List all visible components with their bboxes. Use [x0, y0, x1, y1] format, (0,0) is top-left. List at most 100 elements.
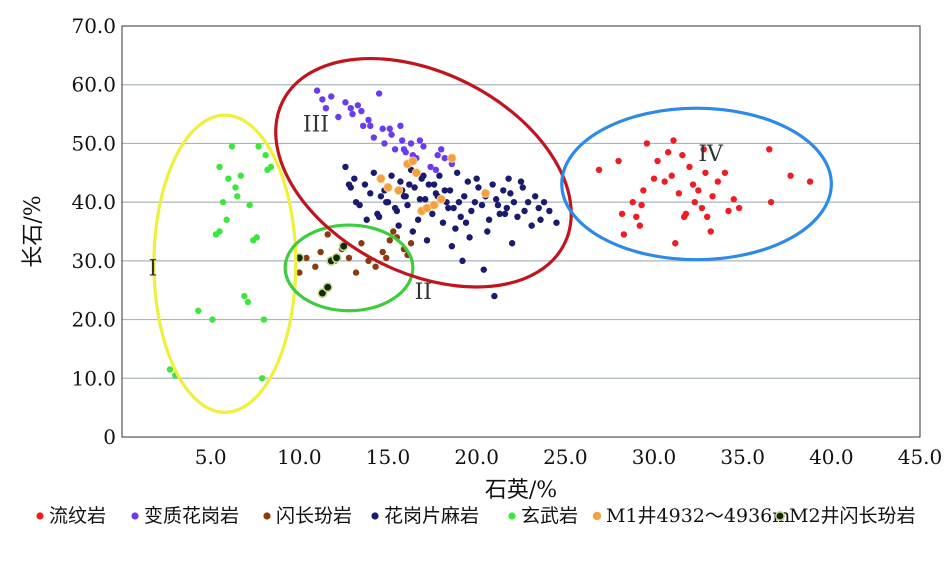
legend-label: M1井4932～4936m — [606, 505, 790, 527]
legend-marker — [36, 512, 44, 520]
y-tick-label: 50.0 — [71, 131, 116, 155]
data-point — [640, 187, 647, 194]
data-point — [436, 172, 443, 179]
grid-lines — [122, 84, 920, 379]
data-point — [531, 193, 539, 200]
data-point — [228, 143, 236, 150]
data-point — [383, 182, 393, 193]
legend-label: 流纹岩 — [49, 505, 106, 527]
data-point — [241, 292, 248, 300]
data-point — [633, 213, 640, 221]
data-point — [391, 204, 399, 212]
data-point — [237, 172, 245, 179]
data-point — [682, 210, 690, 218]
data-point — [317, 248, 324, 256]
data-point — [672, 240, 679, 247]
data-point — [370, 169, 378, 176]
data-point — [806, 178, 814, 185]
x-tick-label: 15.0 — [366, 445, 411, 469]
data-point — [496, 210, 503, 218]
data-point — [414, 216, 422, 223]
data-point — [524, 198, 532, 206]
data-point — [370, 134, 378, 141]
plot-frame — [121, 25, 921, 438]
x-tick-label: 20.0 — [454, 445, 499, 469]
data-point — [501, 210, 509, 218]
legend-label: 闪长玢岩 — [276, 505, 352, 527]
x-axis-title: 石英/% — [485, 478, 557, 503]
data-point — [510, 198, 518, 206]
data-point — [416, 137, 424, 144]
legend-label: 玄武岩 — [521, 505, 578, 527]
legend-marker — [508, 512, 516, 520]
data-point — [620, 231, 628, 238]
data-point — [691, 198, 698, 206]
data-point — [262, 151, 269, 159]
data-point — [296, 269, 303, 276]
data-point — [466, 234, 473, 241]
data-point — [427, 163, 434, 171]
data-point — [386, 125, 393, 132]
y-tick-label: 70.0 — [71, 14, 116, 38]
data-point — [445, 204, 452, 212]
data-point — [331, 252, 342, 263]
data-point — [528, 222, 535, 229]
data-point — [508, 240, 516, 247]
data-point — [244, 298, 252, 306]
data-point — [219, 198, 227, 206]
data-point — [388, 172, 395, 179]
data-point — [322, 105, 330, 112]
data-point — [407, 140, 415, 147]
data-point — [342, 99, 349, 106]
data-point — [480, 266, 487, 273]
data-point — [471, 198, 479, 206]
data-point — [420, 143, 427, 150]
data-point — [432, 166, 440, 174]
data-point — [668, 172, 675, 179]
data-point — [494, 201, 502, 209]
legend-marker — [131, 512, 139, 520]
data-point — [374, 210, 381, 218]
data-point — [503, 204, 511, 212]
legend-label: M2井闪长玢岩 — [789, 505, 916, 527]
y-tick-label: 40.0 — [71, 190, 116, 214]
data-point — [391, 146, 399, 153]
data-point — [535, 204, 542, 212]
data-point — [721, 169, 729, 176]
data-point — [475, 184, 482, 191]
data-point — [195, 307, 202, 314]
data-point — [358, 240, 365, 247]
data-point — [459, 257, 466, 265]
data-point — [363, 216, 370, 223]
data-point — [375, 90, 383, 97]
legend-marker — [774, 510, 785, 521]
data-point — [425, 181, 432, 188]
data-point — [473, 175, 480, 182]
data-point — [686, 163, 693, 171]
data-point — [730, 196, 737, 203]
y-tick-label: 30.0 — [71, 249, 116, 273]
x-tick-label: 45.0 — [898, 445, 943, 469]
data-point — [478, 201, 486, 209]
data-point — [675, 190, 683, 197]
data-point — [267, 163, 275, 171]
data-point — [521, 207, 528, 215]
data-point — [725, 207, 732, 215]
data-point — [303, 254, 310, 262]
data-point — [618, 210, 626, 218]
data-point — [638, 201, 645, 209]
x-tick-label: 40.0 — [809, 445, 854, 469]
data-point — [698, 204, 706, 212]
data-point — [707, 228, 714, 235]
data-point — [354, 102, 362, 109]
data-point — [351, 175, 358, 182]
data-point — [457, 213, 464, 221]
data-point — [553, 219, 560, 226]
data-point — [324, 231, 331, 238]
data-point — [347, 105, 354, 112]
data-point — [352, 198, 360, 206]
data-point — [255, 143, 262, 150]
legend-marker — [371, 512, 379, 520]
data-point — [679, 151, 686, 159]
data-point — [397, 122, 404, 130]
